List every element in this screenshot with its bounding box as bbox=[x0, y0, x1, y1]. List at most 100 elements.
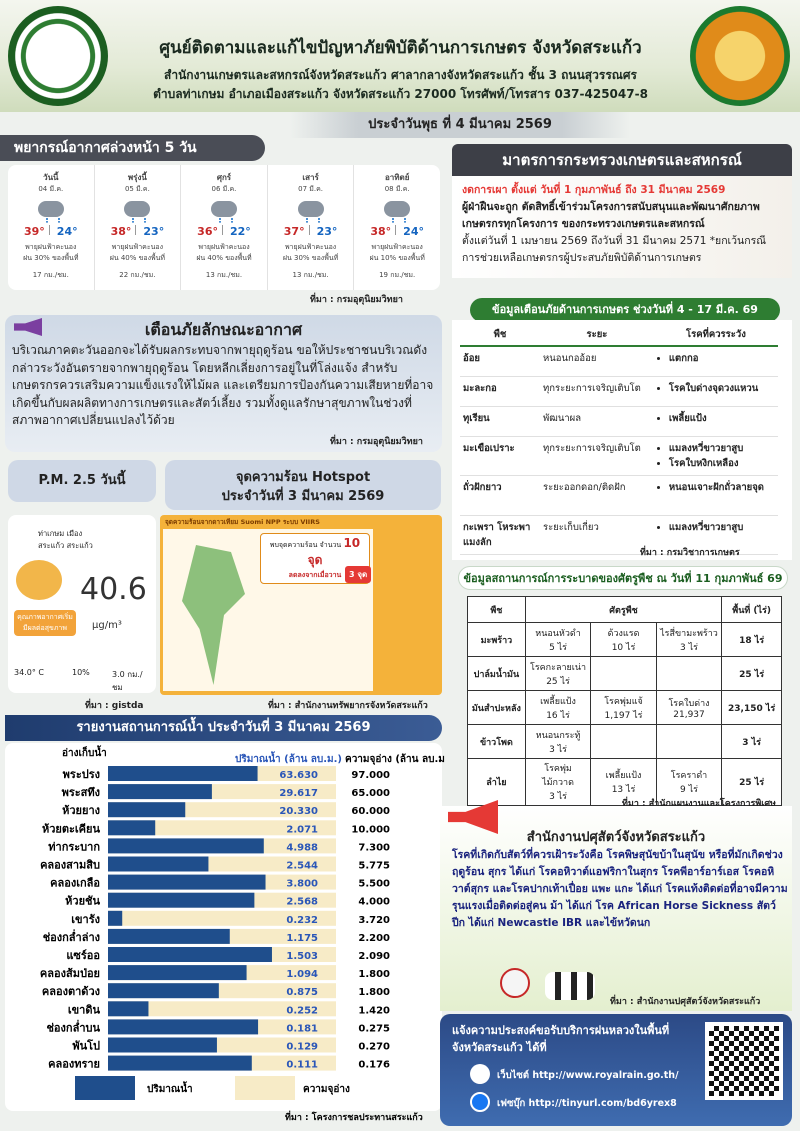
legend-label: ความจุอ่าง bbox=[303, 1083, 350, 1095]
pest: โรคกะลายเน่า bbox=[529, 662, 587, 673]
table-row: มะเขือเปราะทุกระยะการเจริญเติบโตแมลงหวี่… bbox=[460, 436, 778, 476]
disease-list: แตกกอ bbox=[657, 351, 775, 366]
reservoir-name: พันโป bbox=[72, 1039, 100, 1053]
day-date: 07 มี.ค. bbox=[298, 185, 324, 193]
province-logo bbox=[690, 6, 790, 106]
temp-high: 36° bbox=[197, 225, 218, 238]
pest-area: 3 ไร่ bbox=[549, 792, 568, 802]
temp-low: 23° bbox=[143, 225, 165, 238]
weather-icon bbox=[37, 201, 64, 223]
wind: 13 กม./ชม. bbox=[205, 271, 243, 279]
rain-chance: ฝน 30% ของพื้นที่ bbox=[23, 254, 79, 262]
pest: ด้วงแรด bbox=[607, 628, 640, 639]
header-title: ศูนย์ติดตามและแก้ไขปัญหาภัยพิบัติด้านการ… bbox=[159, 38, 642, 58]
column-header: ปริมาณน้ำ (ล้าน ลบ.ม.) bbox=[235, 751, 342, 765]
source: ที่มา : สำนักแผนงานและโครงการพิเศษ bbox=[622, 799, 776, 809]
royal-rain-title: แจ้งความประสงค์ขอรับบริการฝนหลวงในพื้นที… bbox=[452, 1024, 670, 1054]
facebook: เฟซบุ๊ก http://tinyurl.com/bd6yrex8 bbox=[497, 1098, 677, 1109]
disease-list: หนอนเจาะฝักถั่วลายจุด bbox=[657, 480, 775, 495]
pest: ไรสี่ขามะพร้าว bbox=[660, 628, 718, 639]
capacity-label: 60.000 bbox=[351, 806, 390, 817]
livestock-title: สำนักงานปศุสัตว์จังหวัดสระแก้ว bbox=[526, 830, 706, 845]
rain-chance: ฝน 40% ของพื้นที่ bbox=[196, 254, 252, 262]
pm25-temp: 34.0° C bbox=[14, 668, 44, 677]
volume-label: 0.181 bbox=[286, 1023, 318, 1034]
source: ที่มา : กรมวิชาการเกษตร bbox=[640, 548, 740, 558]
hotspot-header bbox=[165, 460, 441, 510]
weather-warning bbox=[5, 315, 442, 452]
temp-high: 37° bbox=[283, 225, 305, 238]
diseases: แมลงหวี่ขาวยาสูบโรคใบหงิกเหลือง bbox=[653, 436, 778, 476]
weather-icon bbox=[210, 201, 237, 223]
legend-label: ปริมาณน้ำ bbox=[147, 1081, 193, 1095]
pest-cell: โรคใบด่าง 21,937 bbox=[655, 690, 723, 725]
volume-label: 1.503 bbox=[286, 951, 318, 962]
disease-list: แมลงหวี่ขาวยาสูบโรคใบหงิกเหลือง bbox=[657, 441, 775, 471]
day-date: 08 มี.ค. bbox=[384, 185, 410, 193]
disease: แตกกอ bbox=[669, 351, 775, 366]
pm25-card bbox=[8, 515, 156, 693]
capacity-label: 5.775 bbox=[358, 861, 390, 872]
pm25-location: ท่าเกษม เมืองสระแก้ว สระแก้ว bbox=[38, 529, 93, 550]
rain-chance: ฝน 40% ของพื้นที่ bbox=[109, 254, 166, 262]
temps: 37° 23° bbox=[268, 225, 354, 238]
capacity-label: 3.720 bbox=[358, 915, 390, 926]
province-count: 3 จุด bbox=[345, 566, 372, 583]
condition: พายุฝนฟ้าคะนอง bbox=[284, 243, 337, 251]
disease: โรคใบหงิกเหลือง bbox=[669, 456, 775, 471]
condition: พายุฝนฟ้าคะนอง bbox=[198, 243, 250, 251]
temp-high: 39° bbox=[23, 225, 45, 238]
temps: 36° 22° bbox=[181, 225, 267, 238]
source: ที่มา : โครงการชลประทานสระแก้ว bbox=[285, 1110, 423, 1123]
volume-label: 2.568 bbox=[286, 897, 318, 908]
capacity-label: 97.000 bbox=[351, 770, 390, 781]
temp-low: 23° bbox=[316, 225, 338, 238]
pm25-humidity: 10% bbox=[72, 668, 90, 677]
pest: โรคพุ่มไม้กวาด bbox=[542, 764, 574, 788]
capacity-label: 1.420 bbox=[358, 1005, 390, 1016]
source: ที่มา : สำนักงานทรัพยากรจังหวัดสระแก้ว bbox=[268, 701, 428, 711]
ministry-bold: ผู้ฝ่าฝืนจะถูก ตัดสิทธิ์เข้าร่วมโครงการส… bbox=[462, 201, 760, 230]
forecast-day: พรุ่งนี้ 05 มี.ค. 38° 23° พายุฝนฟ้าคะนอง ฝน 4… bbox=[95, 165, 182, 290]
table-row: ลำไย โรคพุ่มไม้กวาด 3 ไร่ เพลี้ยแป้ง 13 ไร่ โ… bbox=[467, 758, 782, 806]
reservoir-name: ช่องกล่ำล่าง bbox=[43, 929, 100, 944]
source: ที่มา : สำนักงานปศุสัตว์จังหวัดสระแก้ว bbox=[610, 997, 761, 1007]
stage: ระยะเก็บเกี่ยว bbox=[540, 515, 654, 555]
pest-cell: เพลี้ยแป้ง 16 ไร่ bbox=[524, 690, 592, 725]
area: 23,150 ไร่ bbox=[721, 690, 782, 725]
outbreak-table: พืช ศัตรูพืช พื้นที่ (ไร่) มะพร้าว หนอนหัวดำ… bbox=[467, 596, 782, 806]
capacity-label: 5.500 bbox=[358, 879, 390, 890]
reservoir-name: เขาดิน bbox=[68, 1003, 101, 1016]
weather-icon bbox=[384, 201, 411, 223]
table-row: ปาล์มน้ำมัน โรคกะลายเน่า 25 ไร่ 25 ไร่ bbox=[467, 656, 782, 691]
pest: โรคใบด่าง bbox=[668, 698, 710, 709]
rain-chance: ฝน 10% ของพื้นที่ bbox=[369, 254, 425, 262]
source: ที่มา : กรมอุตุนิยมวิทยา bbox=[310, 295, 403, 305]
capacity-bar bbox=[108, 820, 336, 836]
reservoir-name: คลองสามสิบ bbox=[40, 859, 100, 872]
wind: 17 กม./ชม. bbox=[32, 271, 69, 279]
ministry-logo bbox=[8, 6, 108, 106]
legend-swatch bbox=[235, 1076, 295, 1100]
disease: แมลงหวี่ขาวยาสูบ bbox=[669, 441, 775, 456]
temp-sep bbox=[221, 225, 226, 235]
crop: มะพร้าว bbox=[467, 622, 526, 657]
area: 25 ไร่ bbox=[721, 656, 782, 691]
pest-cell: โรคพุ่มแจ้ 1,197 ไร่ bbox=[590, 690, 657, 725]
face-icon bbox=[16, 560, 62, 600]
website: เว็บไซต์ http://www.royalrain.go.th/ bbox=[497, 1070, 679, 1081]
volume-label: 2.071 bbox=[286, 824, 318, 835]
capacity-label: 2.200 bbox=[358, 933, 390, 944]
temp-sep bbox=[308, 225, 313, 235]
forecast-cards: วันนี้ 04 มี.ค. 39° 24° พายุฝนฟ้าคะนอง ฝน 30%… bbox=[8, 165, 440, 290]
volume-bar bbox=[108, 928, 230, 944]
pest: หนอนหัวดำ bbox=[535, 628, 581, 639]
volume-label: 1.094 bbox=[286, 969, 318, 980]
pest-cell bbox=[655, 656, 723, 691]
cow-icon bbox=[545, 972, 595, 1000]
stage: ระยะออกดอก/ติดฝัก bbox=[540, 475, 654, 516]
ministry-body: งดการเผา ตั้งแต่ วันที่ 1 กุมภาพันธ์ ถึง… bbox=[452, 176, 792, 278]
livestock-card bbox=[440, 806, 792, 1011]
